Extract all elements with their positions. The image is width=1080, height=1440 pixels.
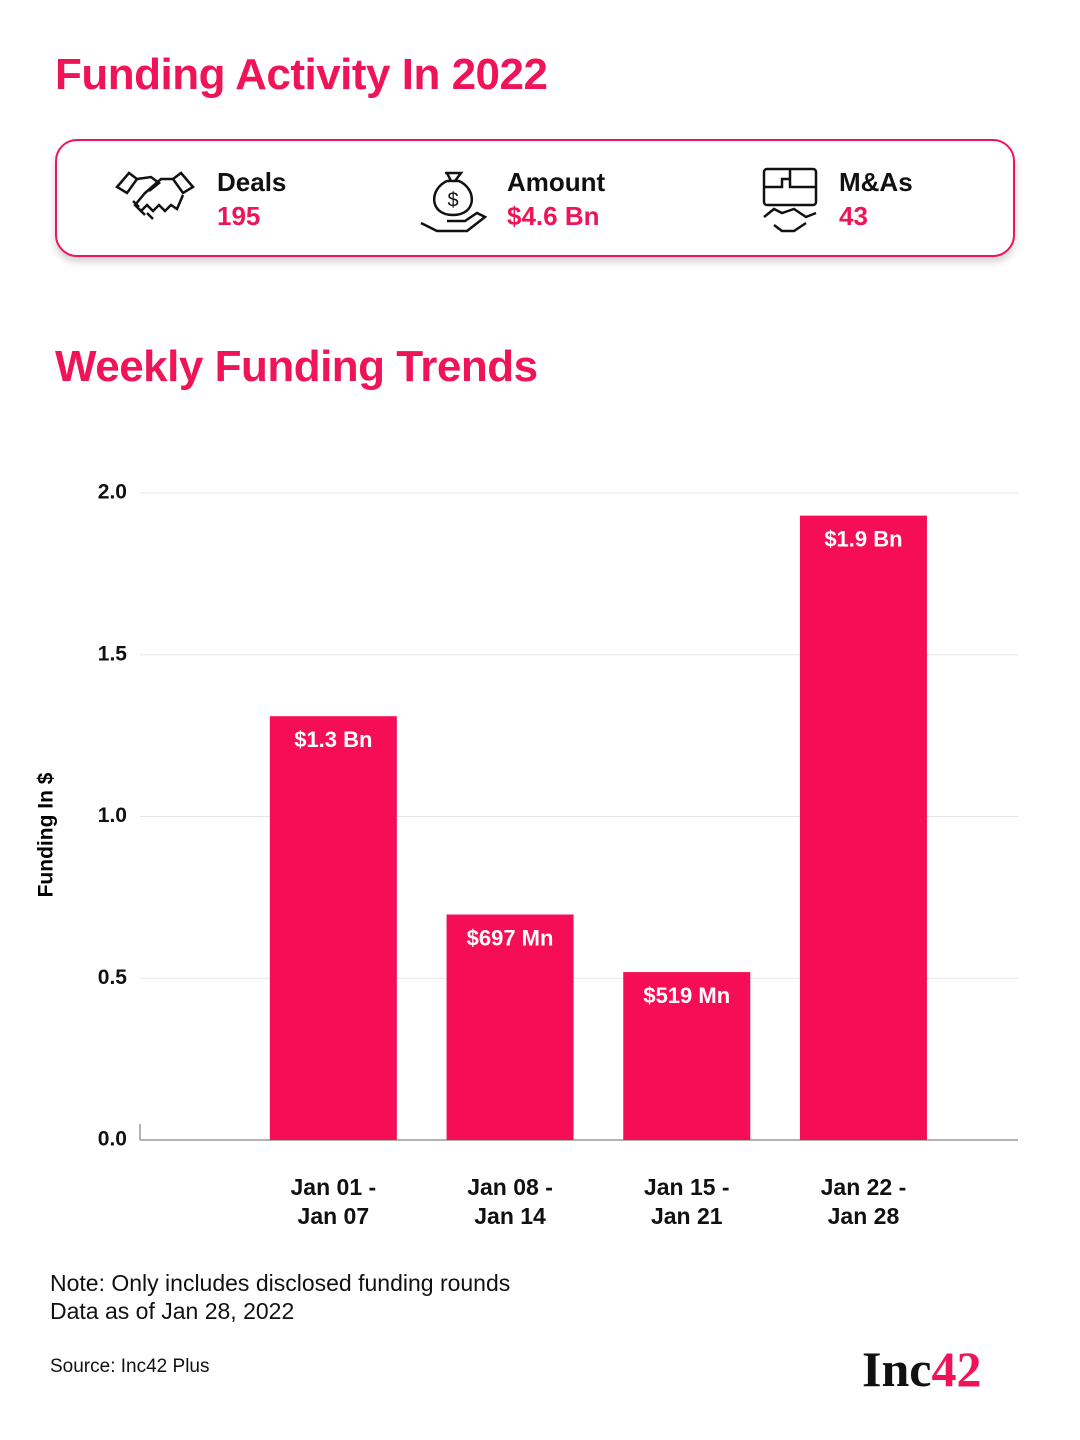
stat-value: 43 <box>839 201 868 231</box>
chart-title: Weekly Funding Trends <box>55 342 538 391</box>
svg-text:$: $ <box>447 189 458 211</box>
stat: Amount $4.6 Bn <box>507 167 605 232</box>
page-title: Funding Activity In 2022 <box>55 50 548 99</box>
source: Source: Inc42 Plus <box>50 1356 210 1377</box>
y-axis-label: Funding In $ <box>35 772 58 897</box>
note: Note: Only includes disclosed funding ro… <box>50 1270 511 1296</box>
bar <box>623 972 751 1140</box>
value-label: $1.9 Bn <box>824 526 902 551</box>
value-label: $697 Mn <box>467 925 554 950</box>
money-icon: $ <box>420 171 488 233</box>
stat-label: Deals <box>217 167 287 197</box>
x-tick-label: Jan 01 - Jan 07 <box>290 1174 377 1229</box>
logo: Inc42 <box>862 1340 981 1398</box>
stat-label: M&As <box>839 167 913 197</box>
bar <box>446 914 574 1140</box>
logo-name: Inc <box>862 1341 932 1397</box>
y-tick-label: 0.5 <box>98 966 128 989</box>
value-label: $1.3 Bn <box>294 727 372 752</box>
stat-label: Amount <box>507 167 606 197</box>
handshake-icon <box>115 171 195 220</box>
bar <box>269 716 397 1140</box>
stat-value: 195 <box>217 201 261 231</box>
stat: Deals 195 <box>217 167 286 232</box>
y-tick-label: 0.0 <box>98 1128 127 1151</box>
logo-number: 42 <box>931 1341 982 1397</box>
value-label: $519 Mn <box>643 983 730 1008</box>
stat-value: $4.6 Bn <box>507 201 600 231</box>
x-tick-label: Jan 22 - Jan 28 <box>820 1174 907 1229</box>
stats-box: Deals 195 $ Amount $4.6 Bn M&As 43 <box>55 139 1015 257</box>
note: Data as of Jan 28, 2022 <box>50 1298 295 1324</box>
y-tick-label: 1.5 <box>98 642 128 665</box>
x-tick-label: Jan 08 - Jan 14 <box>467 1174 553 1229</box>
x-tick-label: Jan 15 - Jan 21 <box>643 1174 730 1229</box>
chart: Funding In $ 0.0 0.5 1.0 1.5 2.0 $1.3 Bn $697 … <box>35 481 1018 1151</box>
stat: M&As 43 <box>839 167 913 232</box>
y-tick-label: 1.0 <box>98 804 127 827</box>
bar <box>799 515 927 1140</box>
merger-icon <box>762 167 818 233</box>
y-tick-label: 2.0 <box>98 481 127 504</box>
